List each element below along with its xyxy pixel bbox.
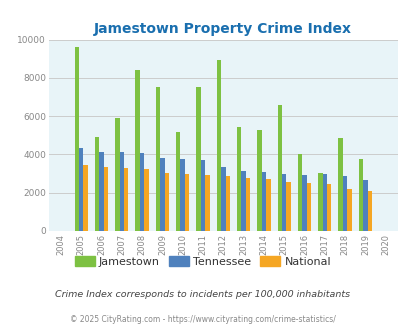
Bar [237, 127, 241, 231]
Bar [225, 177, 229, 231]
Bar [164, 173, 169, 231]
Bar [144, 169, 148, 231]
Bar [139, 152, 144, 231]
Bar [160, 158, 164, 231]
Bar [220, 167, 225, 231]
Bar [266, 179, 270, 231]
Bar [286, 182, 290, 231]
Bar [95, 137, 99, 231]
Bar [261, 172, 266, 231]
Bar [358, 159, 362, 231]
Bar [362, 180, 367, 231]
Bar [337, 138, 342, 231]
Bar [297, 154, 301, 231]
Bar [342, 177, 347, 231]
Bar [176, 132, 180, 231]
Bar [104, 167, 108, 231]
Bar [346, 189, 351, 231]
Legend: Jamestown, Tennessee, National: Jamestown, Tennessee, National [70, 251, 335, 271]
Bar [79, 148, 83, 231]
Bar [317, 173, 322, 231]
Bar [322, 174, 326, 231]
Bar [180, 159, 185, 231]
Bar [119, 151, 124, 231]
Bar [326, 184, 330, 231]
Bar [156, 87, 160, 231]
Bar [277, 105, 281, 231]
Text: © 2025 CityRating.com - https://www.cityrating.com/crime-statistics/: © 2025 CityRating.com - https://www.city… [70, 315, 335, 324]
Bar [281, 174, 286, 231]
Bar [256, 130, 261, 231]
Title: Jamestown Property Crime Index: Jamestown Property Crime Index [94, 22, 352, 36]
Bar [205, 175, 209, 231]
Bar [115, 118, 119, 231]
Bar [99, 151, 104, 231]
Bar [185, 174, 189, 231]
Text: Crime Index corresponds to incidents per 100,000 inhabitants: Crime Index corresponds to incidents per… [55, 290, 350, 299]
Bar [124, 168, 128, 231]
Bar [241, 171, 245, 231]
Bar [135, 70, 139, 231]
Bar [306, 183, 311, 231]
Bar [302, 176, 306, 231]
Bar [216, 60, 220, 231]
Bar [200, 160, 205, 231]
Bar [367, 191, 371, 231]
Bar [75, 47, 79, 231]
Bar [83, 165, 87, 231]
Bar [196, 87, 200, 231]
Bar [245, 178, 249, 231]
